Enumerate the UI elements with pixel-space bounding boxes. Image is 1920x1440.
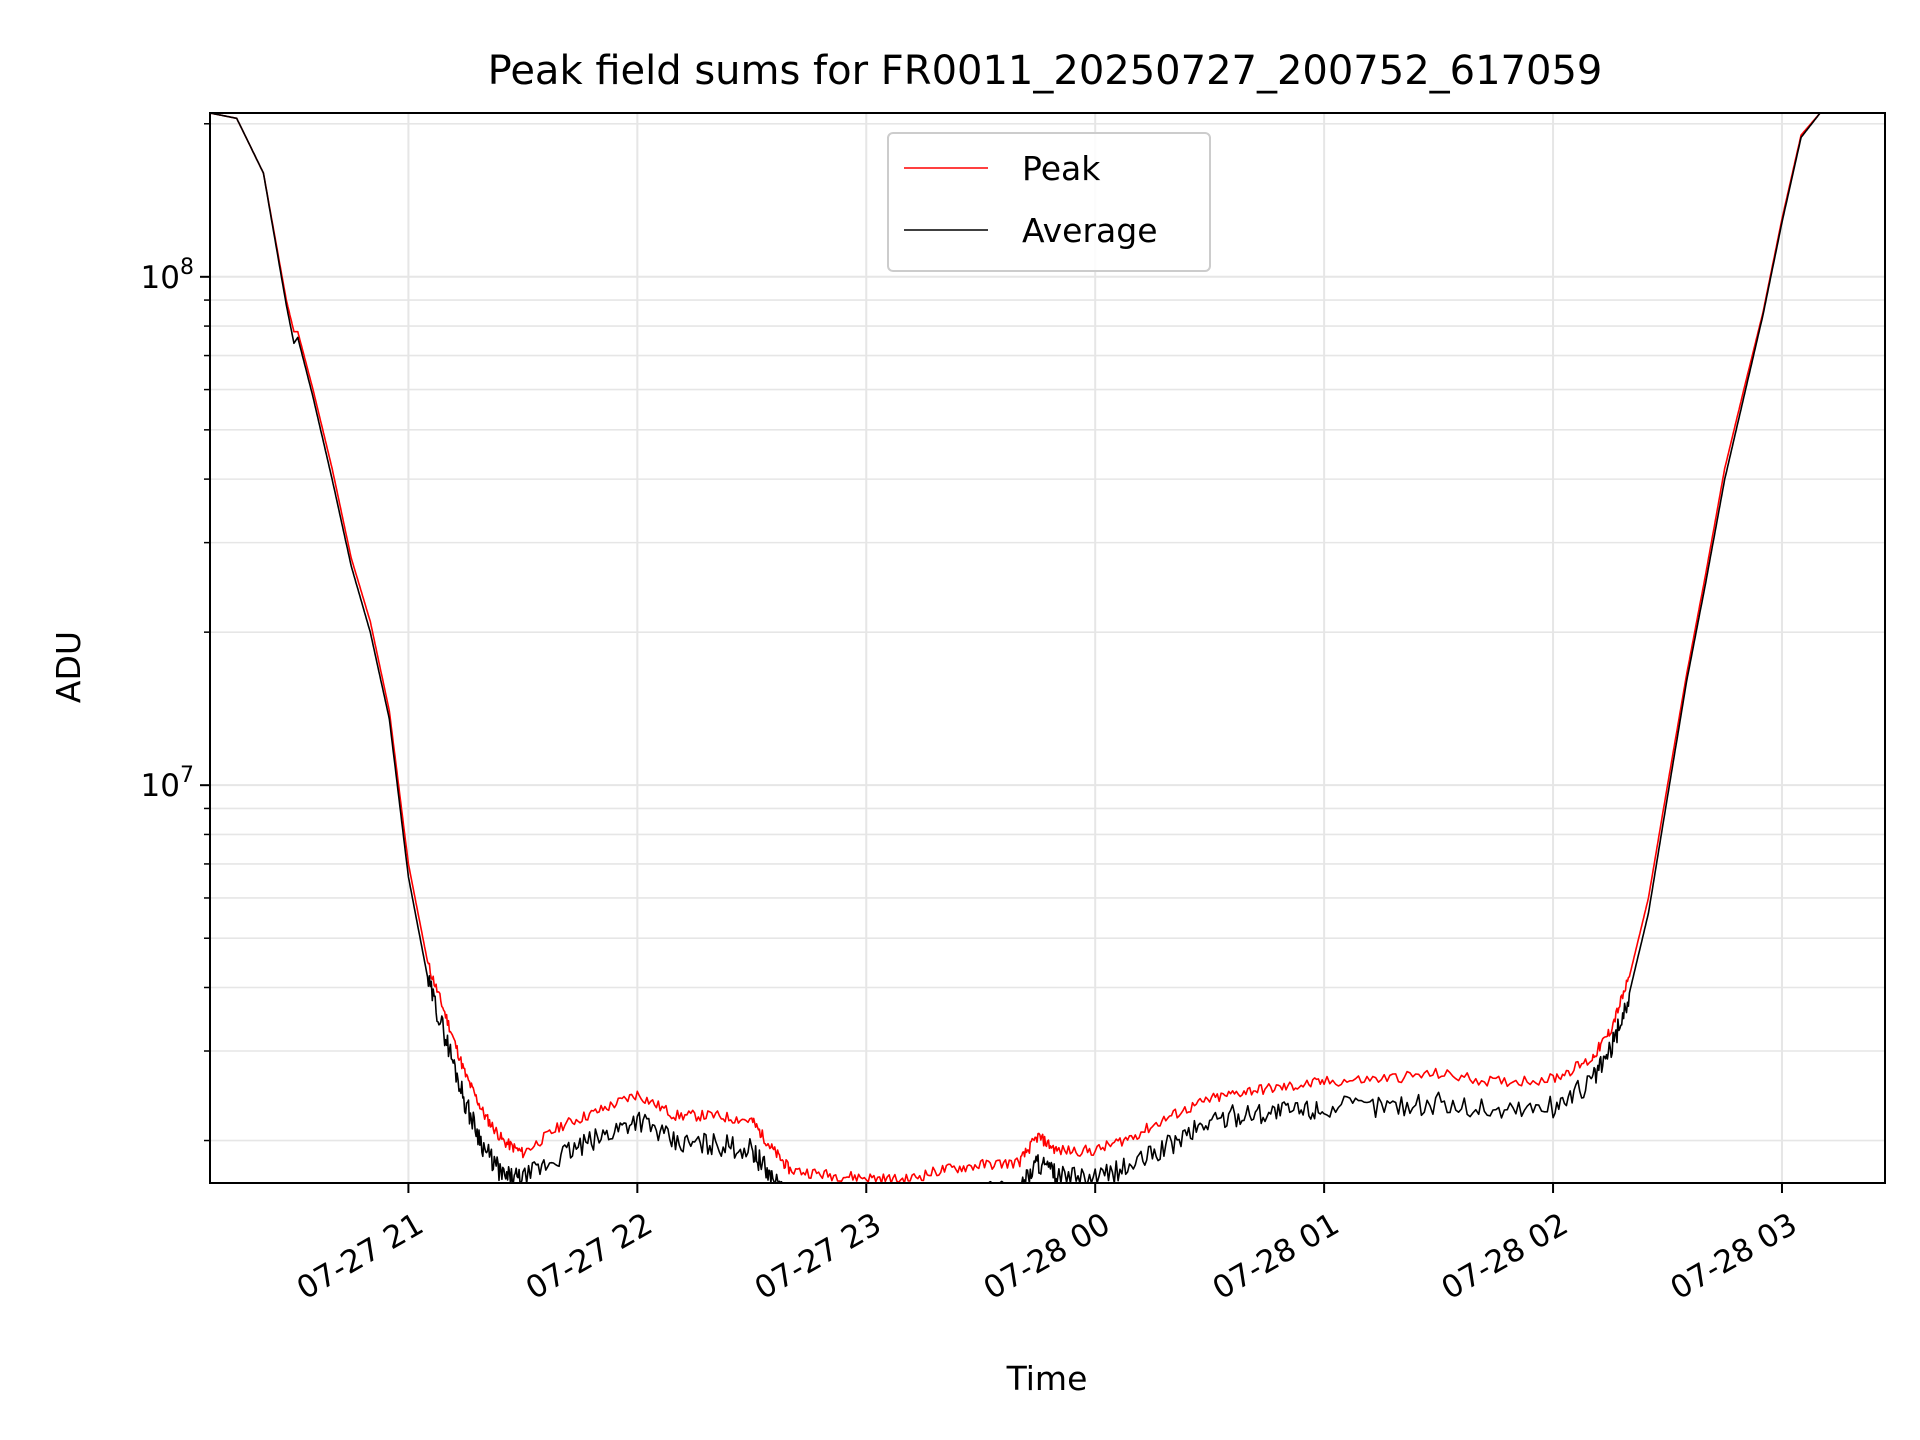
y-tick-base: 10 [141, 768, 180, 804]
chart-title: Peak field sums for FR0011_20250727_2007… [488, 48, 1603, 94]
y-axis-label: ADU [49, 631, 88, 703]
y-tick-exponent: 8 [180, 255, 194, 280]
legend: Peak Average [887, 132, 1211, 272]
legend-label-peak: Peak [1022, 149, 1101, 188]
y-tick-label: 108 [141, 255, 194, 296]
x-axis-label: Time [1006, 1359, 1088, 1398]
plot-frame [209, 112, 1886, 1184]
y-tick-exponent: 7 [180, 763, 194, 788]
series-line-peak [209, 112, 1885, 1184]
grid-layer [210, 113, 1885, 1183]
y-tick-base: 10 [141, 260, 180, 296]
legend-label-average: Average [1022, 211, 1158, 250]
y-tick-label: 107 [141, 763, 194, 804]
